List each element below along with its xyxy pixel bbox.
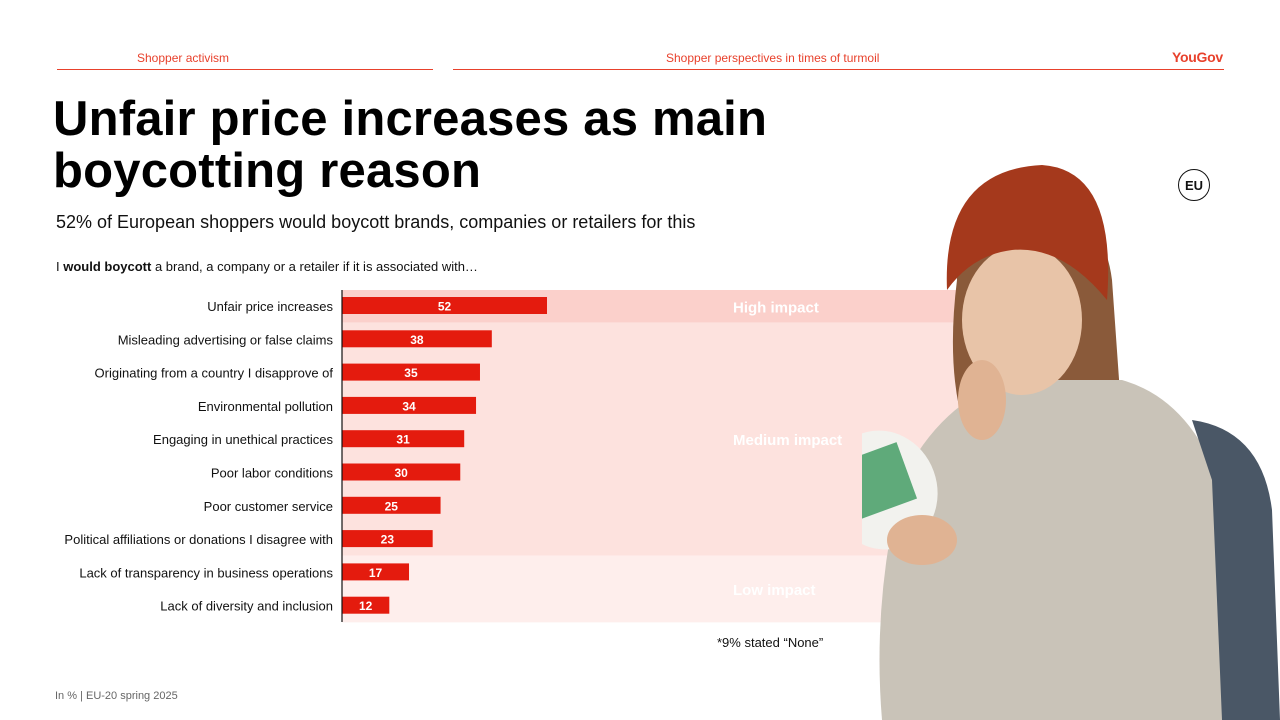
region-badge: EU xyxy=(1178,169,1210,201)
survey-question: I would boycott a brand, a company or a … xyxy=(56,259,478,274)
bar-2 xyxy=(342,363,480,381)
bar-3 xyxy=(342,396,477,414)
bar-value-label-3: 34 xyxy=(402,399,416,413)
category-label-6: Poor customer service xyxy=(204,499,333,514)
bar-0 xyxy=(342,297,547,314)
bar-value-label-0: 52 xyxy=(438,300,452,314)
category-label-9: Lack of diversity and inclusion xyxy=(160,599,333,614)
footnote: *9% stated “None” xyxy=(717,635,824,650)
category-label-7: Political affiliations or donations I di… xyxy=(64,532,333,547)
impact-band-label-1: Medium impact xyxy=(733,432,842,449)
question-prefix: I xyxy=(56,259,64,274)
bar-9 xyxy=(342,596,390,614)
category-label-3: Environmental pollution xyxy=(198,399,333,414)
bar-value-label-6: 25 xyxy=(385,499,399,513)
bar-7 xyxy=(342,530,433,548)
bar-value-label-9: 12 xyxy=(359,599,373,613)
bar-6 xyxy=(342,496,441,514)
bar-value-label-4: 31 xyxy=(396,433,410,447)
category-label-1: Misleading advertising or false claims xyxy=(118,332,334,347)
impact-band-label-0: High impact xyxy=(733,299,819,316)
bar-4 xyxy=(342,430,465,448)
bar-1 xyxy=(342,330,492,348)
header-rule-right xyxy=(453,69,1224,70)
bar-value-label-8: 17 xyxy=(369,566,383,580)
impact-band-label-2: Low impact xyxy=(733,582,816,599)
section-title: Shopper activism xyxy=(137,51,230,65)
bar-value-label-1: 38 xyxy=(410,333,424,347)
bar-value-label-5: 30 xyxy=(394,466,408,480)
category-label-2: Originating from a country I disapprove … xyxy=(95,366,334,381)
question-suffix: a brand, a company or a retailer if it i… xyxy=(151,259,478,274)
bar-5 xyxy=(342,463,461,481)
bar-8 xyxy=(342,563,410,581)
category-label-8: Lack of transparency in business operati… xyxy=(79,565,333,580)
bar-value-label-2: 35 xyxy=(404,366,418,380)
page-subtitle: 52% of European shoppers would boycott b… xyxy=(56,212,696,232)
yougov-logo: YouGov xyxy=(1172,49,1223,65)
category-label-5: Poor labor conditions xyxy=(211,466,334,481)
shopper-photo xyxy=(862,165,1280,720)
header-rule-left xyxy=(57,69,433,70)
category-label-0: Unfair price increases xyxy=(207,299,333,314)
page-title: Unfair price increases as main boycottin… xyxy=(53,92,768,198)
question-bold: would boycott xyxy=(63,259,152,274)
bar-value-label-7: 23 xyxy=(381,533,395,547)
category-label-4: Engaging in unethical practices xyxy=(153,432,333,447)
report-title: Shopper perspectives in times of turmoil xyxy=(666,51,880,65)
source-note: In % | EU-20 spring 2025 xyxy=(55,690,178,702)
